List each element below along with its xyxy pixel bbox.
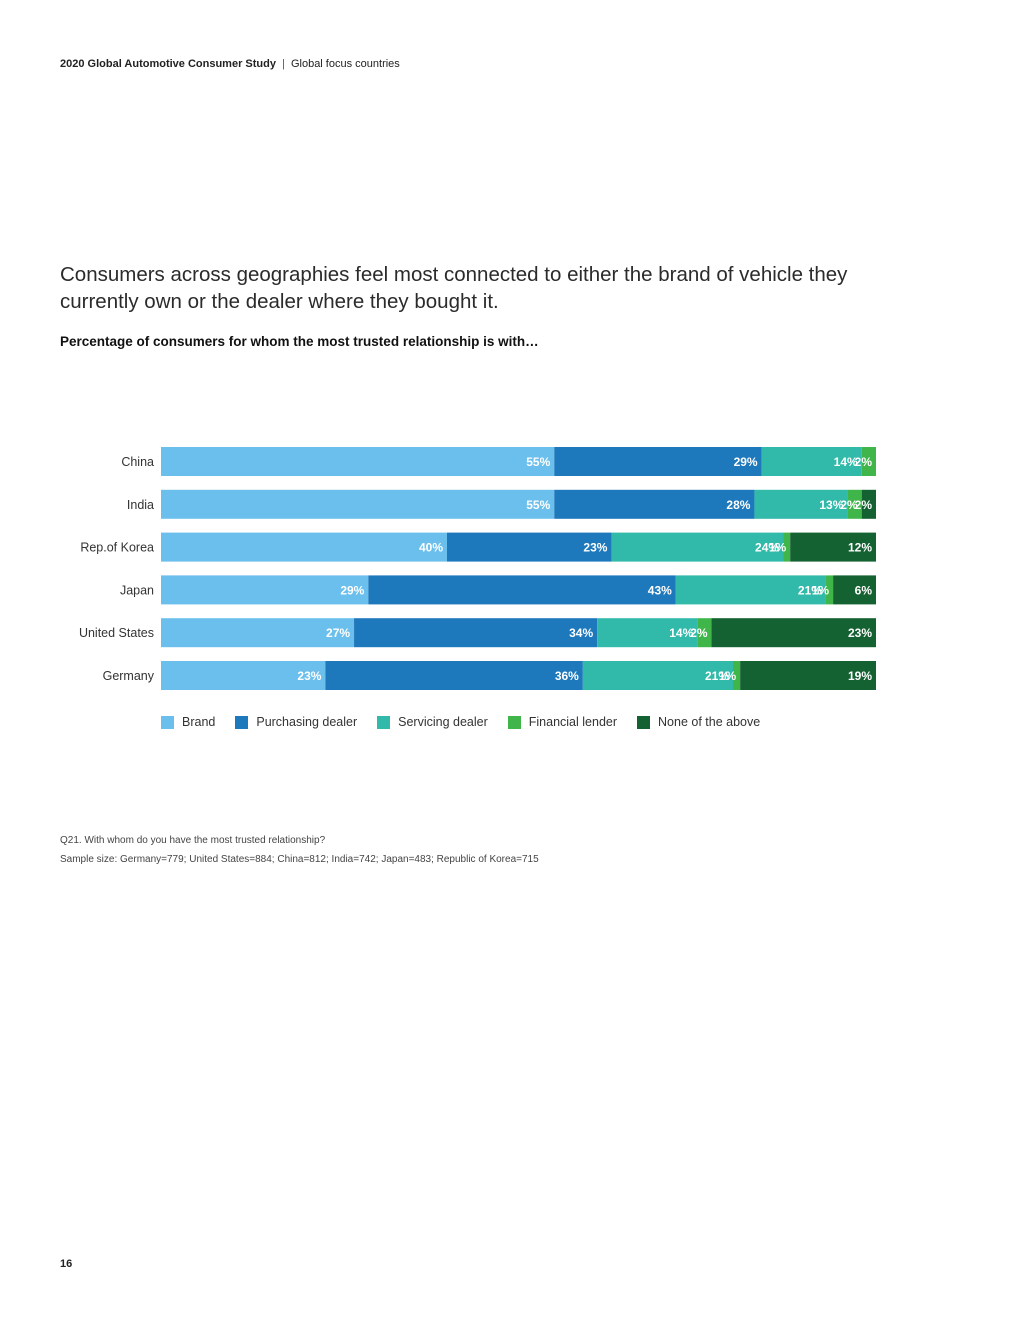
category-label-india: India	[127, 498, 154, 512]
legend-label: None of the above	[658, 715, 761, 729]
data-label-germany-servicing-dealer: 21%	[705, 669, 729, 683]
data-label-china-financial-lender: 2%	[855, 455, 873, 469]
data-label-india-financial-lender: 2%	[840, 498, 858, 512]
legend-label: Servicing dealer	[398, 715, 488, 729]
data-label-united-states-financial-lender: 2%	[690, 626, 708, 640]
legend-label: Financial lender	[528, 715, 618, 729]
bar-germany-financial-lender	[733, 661, 741, 690]
data-label-china-purchasing-dealer: 29%	[734, 455, 758, 469]
bar-germany-servicing-dealer	[582, 661, 733, 690]
data-label-japan-none-of-the-above: 6%	[855, 583, 873, 597]
legend-swatch	[377, 715, 391, 729]
category-label-china: China	[121, 455, 154, 469]
data-label-india-brand: 55%	[526, 498, 550, 512]
data-label-rep-of-korea-brand: 40%	[419, 541, 443, 555]
bar-india-financial-lender	[847, 489, 862, 519]
bar-india-none-of-the-above	[861, 489, 876, 519]
legend-swatch	[637, 715, 651, 729]
legend-swatch	[161, 715, 174, 729]
data-label-india-servicing-dealer: 13%	[819, 498, 843, 512]
bar-japan-purchasing-dealer	[368, 575, 676, 605]
data-label-china-brand: 55%	[526, 455, 550, 469]
bar-germany-brand	[161, 661, 326, 690]
bar-germany-none-of-the-above	[740, 661, 876, 690]
bar-united-states-financial-lender	[697, 618, 712, 648]
bar-india-brand	[161, 489, 555, 519]
data-label-japan-servicing-dealer: 21%	[798, 583, 822, 597]
legend-swatch	[235, 715, 249, 729]
data-label-germany-purchasing-dealer: 36%	[555, 669, 579, 683]
bar-india-servicing-dealer	[754, 489, 848, 519]
bar-united-states-brand	[161, 618, 355, 648]
legend-label: Purchasing dealer	[256, 715, 358, 729]
bar-rep-of-korea-servicing-dealer	[611, 532, 784, 562]
data-label-rep-of-korea-financial-lender: 1%	[769, 541, 787, 555]
data-label-japan-purchasing-dealer: 43%	[648, 583, 672, 597]
data-label-united-states-purchasing-dealer: 34%	[569, 626, 593, 640]
legend-item-servicing-dealer: Servicing dealer	[377, 715, 488, 729]
data-label-china-servicing-dealer: 14%	[834, 455, 858, 469]
category-label-rep-of-korea: Rep.of Korea	[80, 541, 154, 555]
legend-item-none-of-the-above: None of the above	[637, 715, 760, 729]
bar-rep-of-korea-none-of-the-above	[790, 532, 876, 562]
bar-united-states-none-of-the-above	[711, 618, 876, 648]
data-label-japan-brand: 29%	[340, 583, 364, 597]
data-label-germany-none-of-the-above: 19%	[848, 669, 872, 683]
bar-india-purchasing-dealer	[554, 489, 755, 519]
data-label-rep-of-korea-servicing-dealer: 24%	[755, 541, 779, 555]
header-separator: |	[282, 58, 285, 70]
section-name: Global focus countries	[290, 58, 400, 70]
headline: Consumers across geographies feel most c…	[60, 263, 848, 313]
footnote-question: Q21. With whom do you have the most trus…	[60, 835, 326, 846]
data-label-united-states-brand: 27%	[326, 626, 350, 640]
bar-germany-purchasing-dealer	[325, 661, 583, 690]
chart-legend: Brand Purchasing dealer Servicing dealer Fi…	[161, 715, 780, 729]
data-label-united-states-servicing-dealer: 14%	[669, 626, 693, 640]
data-label-india-purchasing-dealer: 28%	[726, 498, 750, 512]
category-label-germany: Germany	[103, 669, 155, 683]
legend-item-brand: Brand	[161, 715, 215, 729]
bar-china-brand	[161, 447, 555, 476]
bar-china-servicing-dealer	[761, 447, 862, 476]
page-number: 16	[60, 1258, 73, 1270]
category-label-japan: Japan	[120, 583, 154, 597]
chart-title: Percentage of consumers for whom the mos…	[60, 334, 539, 349]
bar-japan-brand	[161, 575, 369, 605]
category-label-united-states: United States	[79, 626, 154, 640]
data-label-japan-financial-lender: 1%	[812, 583, 830, 597]
stacked-bar-chart: China 55% 29% 14%2%India 55% 28% 13%2%2%Rep.of…	[79, 447, 876, 690]
bar-rep-of-korea-purchasing-dealer	[447, 532, 612, 562]
data-label-rep-of-korea-purchasing-dealer: 23%	[583, 541, 607, 555]
bar-japan-none-of-the-above	[833, 575, 876, 605]
bar-united-states-servicing-dealer	[597, 618, 698, 648]
data-label-india-none-of-the-above: 2%	[855, 498, 873, 512]
bar-china-financial-lender	[861, 447, 876, 476]
bar-japan-servicing-dealer	[675, 575, 826, 605]
bar-japan-financial-lender	[825, 575, 834, 605]
data-label-united-states-none-of-the-above: 23%	[848, 626, 872, 640]
page-header: 2020 Global Automotive Consumer Study | …	[60, 58, 400, 70]
bar-rep-of-korea-brand	[161, 532, 447, 562]
data-label-germany-financial-lender: 1%	[719, 669, 737, 683]
legend-item-financial-lender: Financial lender	[507, 715, 618, 729]
legend-item-purchasing-dealer: Purchasing dealer	[235, 715, 357, 729]
bar-china-purchasing-dealer	[554, 447, 762, 476]
data-label-germany-brand: 23%	[297, 669, 321, 683]
legend-label: Brand	[182, 715, 216, 729]
footnote-sample-size: Sample size: Germany=779; United States=…	[60, 854, 539, 865]
data-label-rep-of-korea-none-of-the-above: 12%	[848, 541, 872, 555]
legend-swatch	[507, 715, 521, 729]
study-title: 2020 Global Automotive Consumer Study	[60, 58, 276, 70]
bar-rep-of-korea-financial-lender	[783, 532, 791, 562]
bar-united-states-purchasing-dealer	[354, 618, 598, 648]
